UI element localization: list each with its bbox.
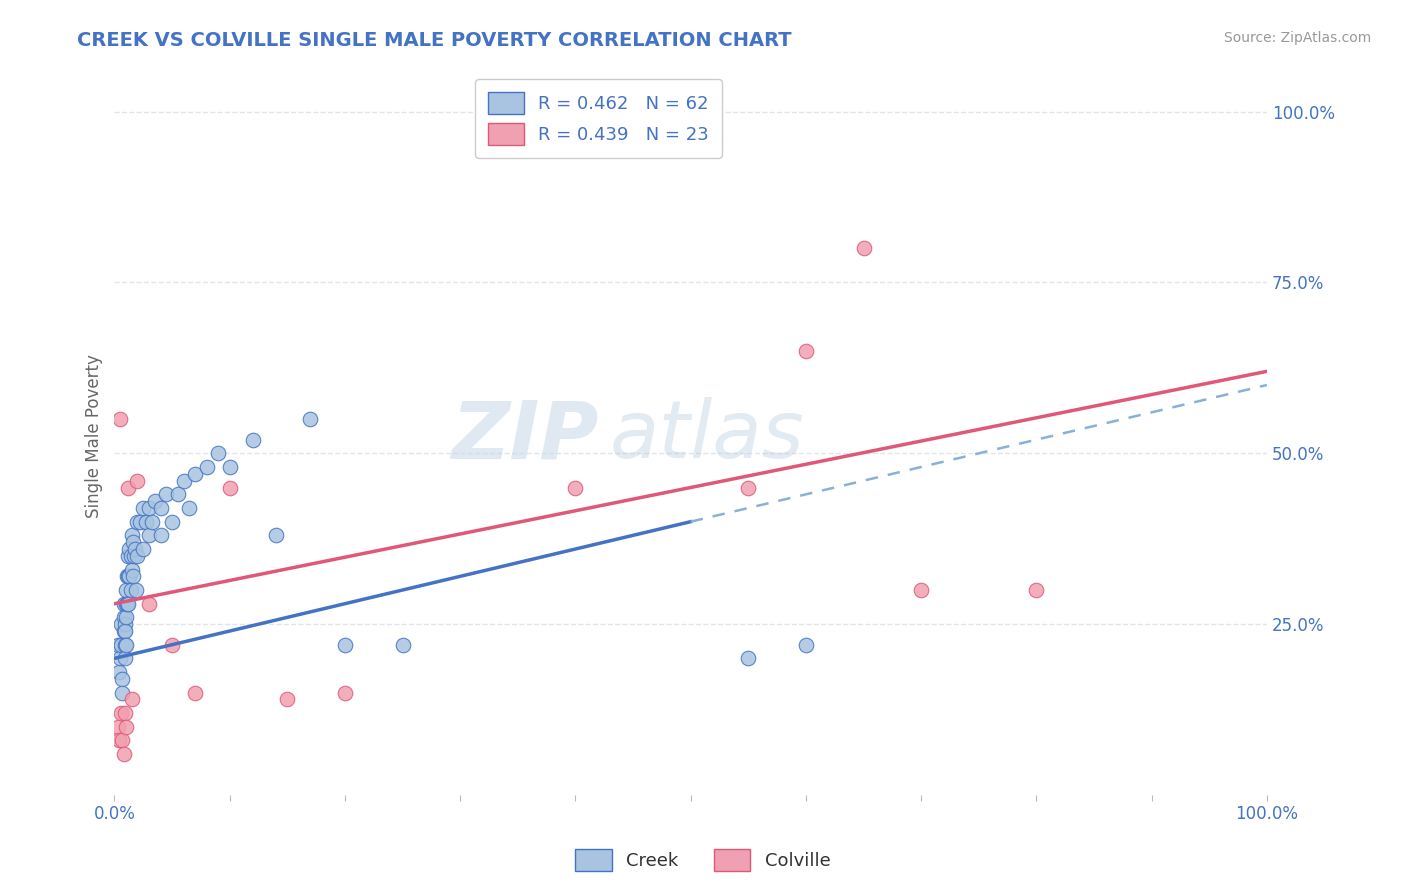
Point: [121, 569, 143, 583]
Point: [910, 582, 932, 597]
Point: [737, 651, 759, 665]
Point: [242, 433, 264, 447]
Point: [852, 241, 875, 255]
Point: [218, 460, 240, 475]
Point: [195, 460, 218, 475]
Point: [149, 501, 172, 516]
Point: [143, 494, 166, 508]
Point: [124, 541, 146, 556]
Point: [110, 638, 132, 652]
Point: [115, 610, 138, 624]
Point: [108, 412, 131, 426]
Point: [184, 685, 207, 699]
Point: [117, 481, 139, 495]
Point: [112, 624, 135, 638]
Point: [120, 549, 142, 563]
Point: [115, 582, 138, 597]
Point: [138, 528, 160, 542]
Point: [127, 549, 149, 563]
Point: [125, 582, 148, 597]
Point: [115, 638, 138, 652]
Point: [111, 672, 134, 686]
Point: [115, 720, 138, 734]
Point: [138, 597, 160, 611]
Point: [276, 692, 298, 706]
Point: [794, 638, 817, 652]
Text: ZIP: ZIP: [451, 397, 599, 475]
Point: [107, 638, 129, 652]
Point: [128, 515, 150, 529]
Point: [155, 487, 177, 501]
Point: [112, 747, 135, 761]
Point: [207, 446, 229, 460]
Point: [110, 706, 132, 720]
Point: [117, 569, 139, 583]
Legend: R = 0.462   N = 62, R = 0.439   N = 23: R = 0.462 N = 62, R = 0.439 N = 23: [475, 79, 721, 158]
Point: [118, 569, 141, 583]
Point: [184, 467, 207, 481]
Point: [391, 638, 413, 652]
Point: [107, 720, 129, 734]
Point: [135, 515, 157, 529]
Point: [121, 528, 143, 542]
Point: [117, 549, 139, 563]
Point: [114, 638, 136, 652]
Point: [114, 617, 136, 632]
Point: [114, 624, 136, 638]
Text: atlas: atlas: [610, 397, 804, 475]
Point: [132, 501, 155, 516]
Point: [115, 597, 138, 611]
Point: [110, 617, 132, 632]
Point: [737, 481, 759, 495]
Point: [564, 481, 586, 495]
Point: [111, 733, 134, 747]
Point: [794, 343, 817, 358]
Point: [160, 515, 183, 529]
Point: [333, 685, 356, 699]
Point: [115, 569, 138, 583]
Point: [299, 412, 322, 426]
Point: [112, 597, 135, 611]
Point: [115, 597, 138, 611]
Point: [118, 541, 141, 556]
Text: CREEK VS COLVILLE SINGLE MALE POVERTY CORRELATION CHART: CREEK VS COLVILLE SINGLE MALE POVERTY CO…: [77, 31, 792, 50]
Point: [108, 665, 131, 679]
Point: [141, 515, 163, 529]
Y-axis label: Single Male Poverty: Single Male Poverty: [86, 354, 103, 518]
Point: [117, 597, 139, 611]
Point: [127, 515, 149, 529]
Point: [114, 651, 136, 665]
Point: [127, 474, 149, 488]
Point: [179, 501, 201, 516]
Point: [108, 733, 131, 747]
Point: [149, 528, 172, 542]
Point: [108, 651, 131, 665]
Point: [166, 487, 188, 501]
Point: [333, 638, 356, 652]
Point: [264, 528, 287, 542]
Point: [114, 706, 136, 720]
Point: [112, 610, 135, 624]
Point: [111, 685, 134, 699]
Point: [120, 582, 142, 597]
Legend: Creek, Colville: Creek, Colville: [568, 842, 838, 879]
Point: [122, 549, 145, 563]
Point: [218, 481, 240, 495]
Point: [121, 692, 143, 706]
Point: [160, 638, 183, 652]
Point: [1025, 582, 1047, 597]
Text: Source: ZipAtlas.com: Source: ZipAtlas.com: [1223, 31, 1371, 45]
Point: [121, 535, 143, 549]
Point: [121, 562, 143, 576]
Point: [173, 474, 195, 488]
Point: [138, 501, 160, 516]
Point: [132, 541, 155, 556]
